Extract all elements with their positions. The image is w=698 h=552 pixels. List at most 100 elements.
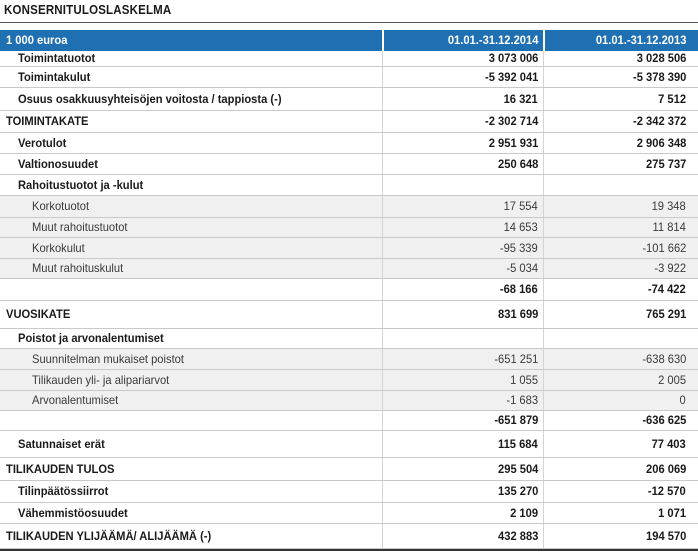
row-label: TOIMINTAKATE: [6, 114, 89, 128]
row-label: Osuus osakkuusyhteisöjen voitosta / tapp…: [18, 92, 282, 106]
value-2013: 11 814: [652, 220, 686, 234]
table-row: Satunnaiset erät 115 684 77 403: [0, 431, 698, 458]
value-2013: -74 422: [648, 282, 686, 296]
row-label: Korkokulut: [32, 241, 85, 255]
value-2013: 7 512: [658, 92, 686, 106]
value-2013: 3 028 506: [636, 51, 686, 65]
value-2014: 17 554: [503, 199, 538, 213]
table-row: TOIMINTAKATE -2 302 714 -2 342 372: [0, 111, 698, 133]
table-row: VUOSIKATE 831 699 765 291: [0, 301, 698, 329]
value-2013: 206 069: [645, 462, 686, 476]
column-separator: [382, 259, 383, 278]
column-separator: [382, 88, 383, 110]
column-separator: [382, 431, 383, 457]
table-row: -651 879 -636 625: [0, 411, 698, 431]
table-row: Tilikauden yli- ja alipariarvot 1 055 2 00…: [0, 370, 698, 391]
value-2014: -1 683: [506, 393, 538, 407]
value-2014: -2 302 714: [484, 114, 538, 128]
row-label: Muut rahoitustuotot: [32, 220, 128, 234]
unit-header: 1 000 euroa: [6, 33, 68, 47]
value-2013: 2 005: [658, 373, 686, 387]
table-row: Korkokulut -95 339 -101 662: [0, 238, 698, 259]
column-separator: [382, 279, 383, 300]
column-separator: [543, 88, 544, 110]
row-label: TILIKAUDEN YLIJÄÄMÄ/ ALIJÄÄMÄ (-): [6, 529, 212, 543]
column-separator: [543, 196, 544, 217]
column-separator: [543, 133, 544, 153]
value-2013: 1 071: [658, 506, 686, 520]
column-separator: [382, 111, 383, 132]
column-separator: [382, 481, 383, 502]
table-row: -68 166 -74 422: [0, 279, 698, 301]
value-2013: 194 570: [645, 529, 686, 543]
row-label: Toimintatuotot: [18, 51, 96, 65]
year-2014-header: 01.01.-31.12.2014: [447, 33, 538, 47]
value-2014: 16 321: [503, 92, 538, 106]
value-2014: 295 504: [497, 462, 538, 476]
table-row: Verotulot 2 951 931 2 906 348: [0, 133, 698, 154]
value-2013: 77 403: [651, 437, 686, 451]
column-separator: [382, 411, 383, 430]
row-label: Verotulot: [18, 136, 67, 150]
table-row: Toimintatuotot 3 073 006 3 028 506: [0, 51, 698, 67]
value-2013: 765 291: [645, 307, 686, 321]
column-separator: [543, 370, 544, 390]
column-separator: [382, 391, 383, 410]
table-row: Arvonalentumiset -1 683 0: [0, 391, 698, 411]
value-2014: 135 270: [497, 484, 538, 498]
column-separator: [382, 196, 383, 217]
value-2014: -5 392 041: [484, 70, 538, 84]
value-2014: -68 166: [500, 282, 538, 296]
value-2014: -95 339: [500, 241, 538, 255]
column-separator: [543, 301, 544, 328]
value-2013: 19 348: [651, 199, 686, 213]
column-separator: [543, 238, 544, 258]
value-2013: -2 342 372: [632, 114, 686, 128]
table-row: Poistot ja arvonalentumiset: [0, 329, 698, 349]
column-separator: [543, 67, 544, 87]
table-row: Korkotuotot 17 554 19 348: [0, 196, 698, 218]
value-2014: -651 879: [493, 413, 538, 427]
column-separator: [543, 111, 544, 132]
row-label: Muut rahoituskulut: [32, 261, 124, 275]
value-2014: 3 073 006: [488, 51, 538, 65]
row-label: TILIKAUDEN TULOS: [6, 462, 115, 476]
row-label: Valtionosuudet: [18, 157, 98, 171]
value-2014: 831 699: [497, 307, 538, 321]
column-separator: [543, 503, 544, 523]
value-2014: 2 951 931: [488, 136, 538, 150]
table-row: Valtionosuudet 250 648 275 737: [0, 154, 698, 175]
header-separator: [382, 30, 384, 51]
row-label: Arvonalentumiset: [32, 393, 119, 407]
column-separator: [382, 349, 383, 369]
table-row: Muut rahoituskulut -5 034 -3 922: [0, 259, 698, 279]
table-row: TILIKAUDEN TULOS 295 504 206 069: [0, 458, 698, 481]
column-separator: [382, 133, 383, 153]
column-separator: [382, 458, 383, 480]
column-separator: [543, 481, 544, 502]
year-2013-header: 01.01.-31.12.2013: [595, 33, 686, 47]
table-body: Toimintatuotot 3 073 006 3 028 506 Toiminta…: [0, 51, 698, 549]
value-2014: 250 648: [497, 157, 538, 171]
table-row: Tilinpäätössiirrot 135 270 -12 570: [0, 481, 698, 503]
table-bottom-rule: [0, 549, 698, 551]
row-label: Vähemmistöosuudet: [18, 506, 128, 520]
value-2014: 14 653: [503, 220, 538, 234]
column-separator: [543, 154, 544, 174]
table-row: TILIKAUDEN YLIJÄÄMÄ/ ALIJÄÄMÄ (-) 432 883…: [0, 524, 698, 549]
table-row: Osuus osakkuusyhteisöjen voitosta / tapp…: [0, 88, 698, 111]
value-2014: 2 109: [510, 506, 538, 520]
value-2013: -636 625: [641, 413, 686, 427]
row-label: Suunnitelman mukaiset poistot: [32, 352, 184, 366]
column-separator: [382, 175, 383, 195]
table-row: Muut rahoitustuotot 14 653 11 814: [0, 218, 698, 238]
column-separator: [382, 503, 383, 523]
value-2014: 1 055: [510, 373, 538, 387]
column-separator: [543, 431, 544, 457]
column-separator: [543, 218, 544, 237]
value-2013: 2 906 348: [636, 136, 686, 150]
column-separator: [382, 154, 383, 174]
value-2013: -101 662: [641, 241, 686, 255]
column-separator: [543, 259, 544, 278]
value-2014: 432 883: [497, 529, 538, 543]
